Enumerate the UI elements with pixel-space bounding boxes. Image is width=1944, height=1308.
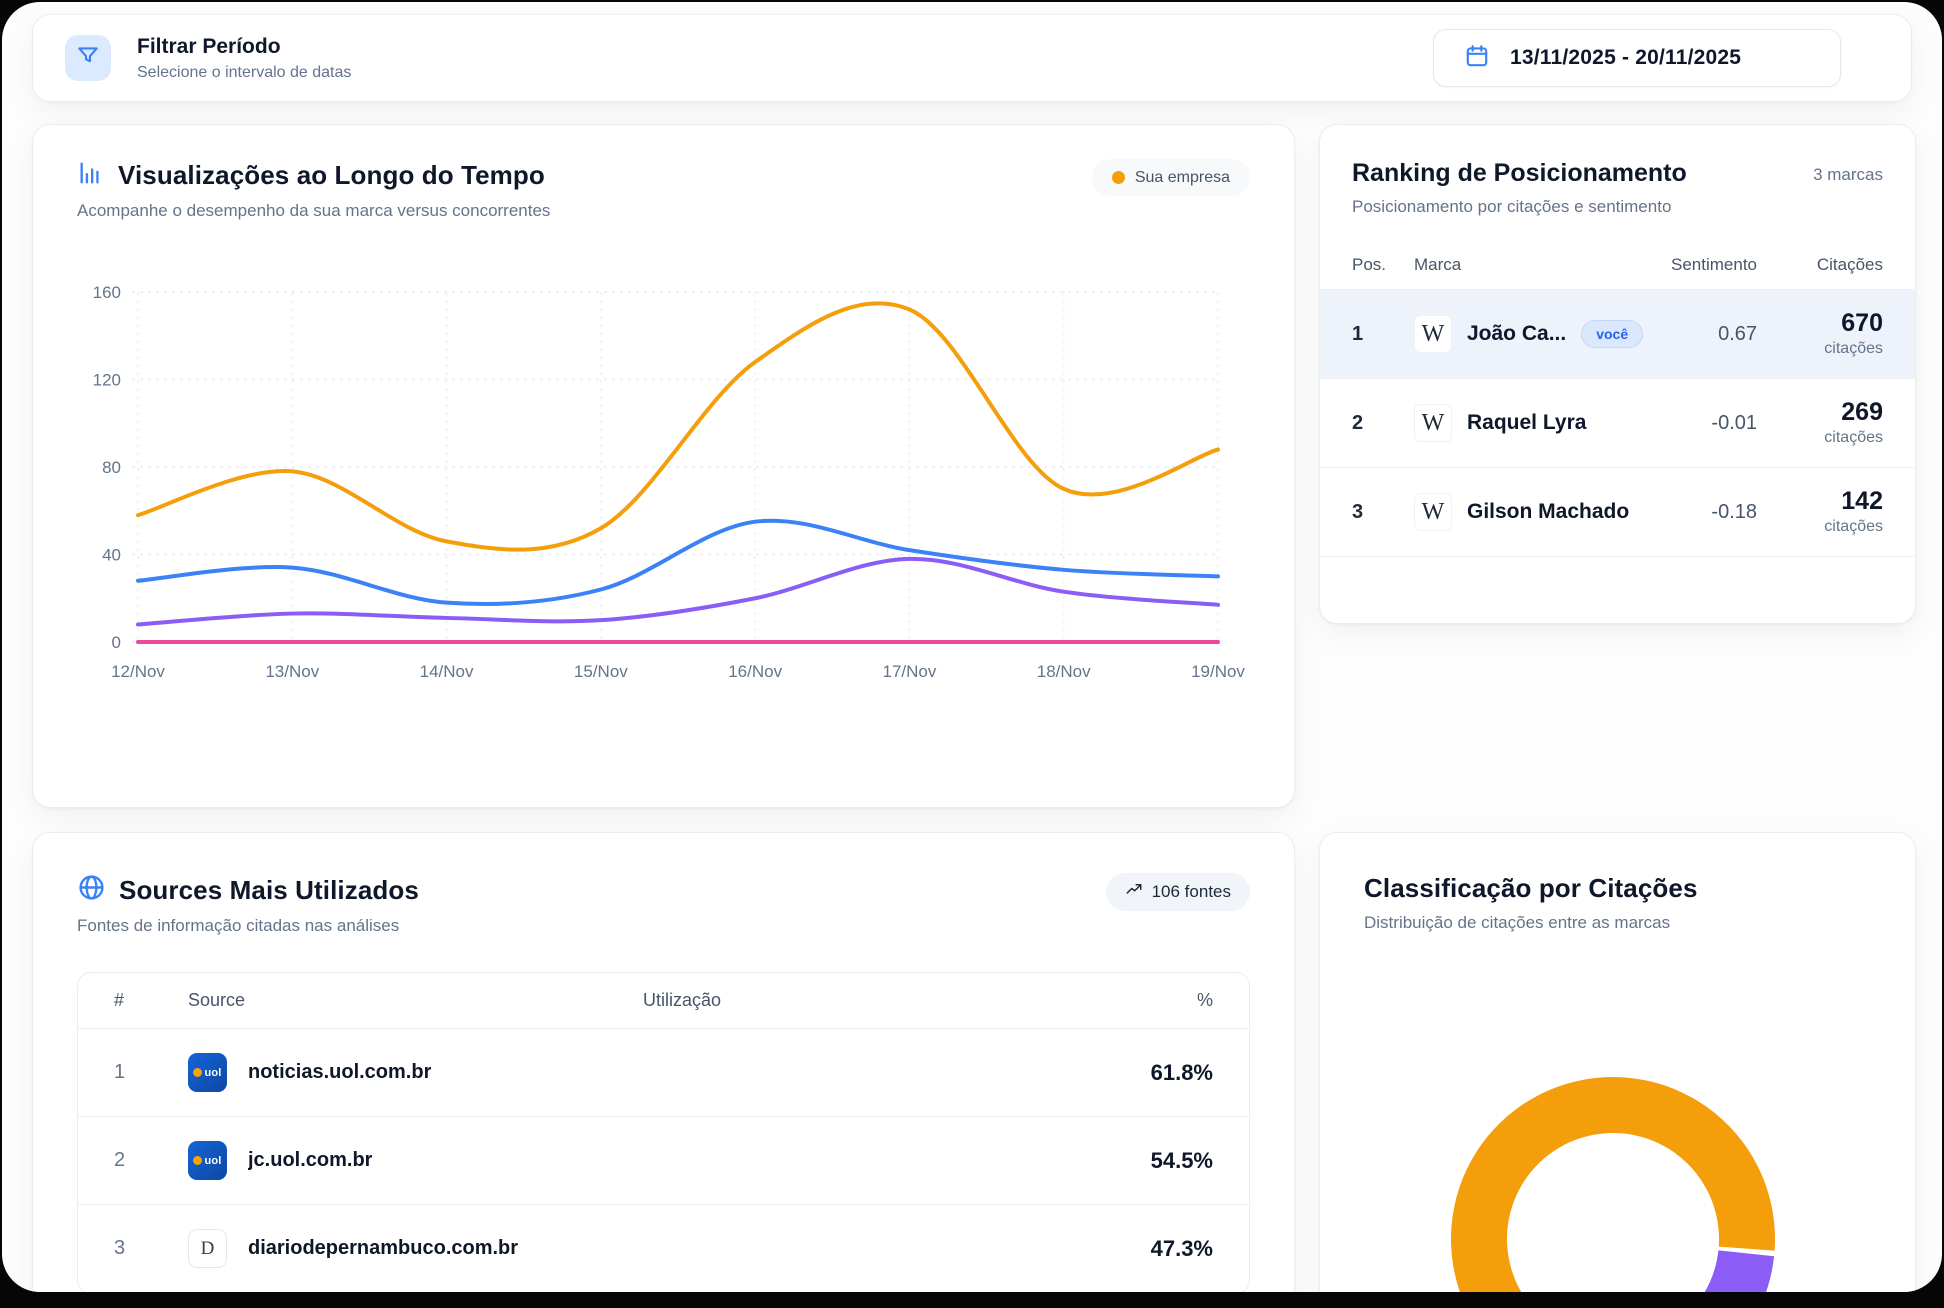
- col-pos: Pos.: [1352, 255, 1387, 274]
- views-chart-title: Visualizações ao Longo do Tempo: [118, 160, 545, 190]
- citations-value: 142: [1841, 487, 1883, 516]
- svg-text:13/Nov: 13/Nov: [265, 662, 319, 681]
- col-pct: %: [1196, 990, 1213, 1010]
- source-favicon: uol: [188, 1053, 227, 1092]
- source-percent: 47.3%: [1150, 1235, 1213, 1261]
- svg-text:12/Nov: 12/Nov: [111, 662, 165, 681]
- legend-sua-empresa[interactable]: Sua empresa: [1091, 159, 1250, 196]
- globe-icon: [77, 873, 106, 907]
- svg-text:15/Nov: 15/Nov: [574, 662, 628, 681]
- ranking-subtitle: Posicionamento por citações e sentimento: [1352, 197, 1672, 216]
- sources-title: Sources Mais Utilizados: [119, 874, 419, 905]
- citations-value: 269: [1841, 398, 1883, 427]
- brand-name: João Ca...: [1467, 322, 1567, 345]
- ranking-card: Ranking de Posicionamento 3 marcas Posic…: [1319, 124, 1916, 624]
- sources-count-badge: 106 fontes: [1105, 873, 1250, 911]
- ranking-column-headers: Pos. Marca Sentimento Citações: [1320, 255, 1915, 290]
- svg-text:40: 40: [102, 546, 121, 565]
- filter-period-bar: Filtrar Período Selecione o intervalo de…: [32, 14, 1912, 102]
- brand-name: Raquel Lyra: [1467, 411, 1587, 434]
- source-name: noticias.uol.com.br: [248, 1061, 432, 1083]
- rank-position: 2: [1352, 411, 1364, 434]
- svg-text:17/Nov: 17/Nov: [882, 662, 936, 681]
- date-range-value: 13/11/2025 - 20/11/2025: [1510, 46, 1742, 69]
- ranking-row[interactable]: 3 W Gilson Machado -0.18 142 citações: [1320, 468, 1915, 557]
- col-brand: Marca: [1414, 255, 1462, 274]
- sentiment-value: -0.01: [1711, 411, 1757, 434]
- filter-texts: Filtrar Período Selecione o intervalo de…: [137, 35, 351, 82]
- source-row[interactable]: 3 D diariodepernambuco.com.br 47.3%: [78, 1205, 1249, 1292]
- sources-card: Sources Mais Utilizados Fontes de inform…: [32, 832, 1295, 1292]
- donut-segment: [1451, 1077, 1775, 1292]
- citations-label: citações: [1824, 429, 1883, 447]
- source-favicon: D: [188, 1229, 227, 1268]
- legend-dot: [1111, 171, 1125, 184]
- source-row[interactable]: 1 uol noticias.uol.com.br 61.8%: [78, 1029, 1249, 1117]
- svg-text:14/Nov: 14/Nov: [420, 662, 474, 681]
- sources-count-label: 106 fontes: [1151, 882, 1231, 901]
- svg-text:19/Nov: 19/Nov: [1191, 662, 1245, 681]
- ranking-row[interactable]: 2 W Raquel Lyra -0.01 269 citações: [1320, 379, 1915, 468]
- classification-subtitle: Distribuição de citações entre as marcas: [1364, 913, 1671, 932]
- line-chart-plot: 0 40 80 120 160 12/Nov 13/Nov 14/Nov 15/Nov 16/No…: [77, 277, 1250, 692]
- citations-label: citações: [1824, 518, 1883, 536]
- source-name: diariodepernambuco.com.br: [248, 1237, 519, 1259]
- filter-icon-tile: [65, 35, 111, 81]
- citations-value: 670: [1841, 309, 1883, 338]
- date-range-picker[interactable]: 13/11/2025 - 20/11/2025: [1433, 29, 1841, 87]
- col-source: Source: [188, 990, 246, 1010]
- calendar-icon: [1464, 43, 1490, 74]
- ranking-title: Ranking de Posicionamento: [1352, 159, 1687, 187]
- legend-label: Sua empresa: [1134, 168, 1230, 186]
- sources-subtitle: Fontes de informação citadas nas análise…: [77, 916, 400, 935]
- classification-card: Classificação por Citações Distribuição …: [1319, 832, 1916, 1292]
- classification-title: Classificação por Citações: [1364, 873, 1698, 903]
- svg-text:16/Nov: 16/Nov: [728, 662, 782, 681]
- source-rows: 1 uol noticias.uol.com.br 61.8% 2 uol jc…: [78, 1029, 1249, 1292]
- rank-position: 3: [1352, 500, 1364, 523]
- wikipedia-w-icon: W: [1414, 404, 1452, 442]
- source-rank: 2: [114, 1149, 126, 1171]
- svg-text:18/Nov: 18/Nov: [1037, 662, 1091, 681]
- filter-title: Filtrar Período: [137, 34, 281, 58]
- svg-text:120: 120: [93, 371, 121, 390]
- views-over-time-card: Visualizações ao Longo do Tempo Acompanh…: [32, 124, 1295, 808]
- source-rank: 3: [114, 1237, 126, 1259]
- source-favicon: uol: [188, 1141, 227, 1180]
- ranking-count-badge: 3 marcas: [1813, 165, 1883, 184]
- source-percent: 61.8%: [1150, 1059, 1213, 1085]
- you-badge: você: [1581, 320, 1644, 348]
- brand-name: Gilson Machado: [1467, 500, 1630, 523]
- source-name: jc.uol.com.br: [248, 1149, 373, 1171]
- source-row[interactable]: 2 uol jc.uol.com.br 54.5%: [78, 1117, 1249, 1205]
- wikipedia-w-icon: W: [1414, 493, 1452, 531]
- filter-subtitle: Selecione o intervalo de datas: [137, 63, 352, 81]
- sources-column-headers: # Source Utilização %: [78, 973, 1249, 1029]
- citations-label: citações: [1824, 340, 1883, 358]
- ranking-rows: 1 W João Ca... você 0.67 670 citações 2 …: [1320, 290, 1915, 557]
- ranking-row[interactable]: 1 W João Ca... você 0.67 670 citações: [1320, 290, 1915, 379]
- views-chart-subtitle: Acompanhe o desempenho da sua marca vers…: [77, 201, 551, 220]
- rank-position: 1: [1352, 322, 1364, 345]
- svg-text:0: 0: [112, 633, 121, 652]
- sentiment-value: -0.18: [1711, 500, 1757, 523]
- source-rank: 1: [114, 1061, 126, 1083]
- trending-up-icon: [1125, 881, 1143, 904]
- sentiment-value: 0.67: [1718, 322, 1757, 345]
- col-citations: Citações: [1816, 255, 1883, 274]
- sources-table: # Source Utilização % 1 uol noticias.uol…: [77, 972, 1250, 1292]
- bar-chart-icon: [77, 159, 105, 192]
- donut-segment: [1704, 1250, 1775, 1292]
- source-percent: 54.5%: [1150, 1147, 1213, 1173]
- col-num: #: [114, 990, 125, 1010]
- col-usage: Utilização: [643, 990, 722, 1010]
- svg-text:160: 160: [93, 283, 121, 302]
- col-sentiment: Sentimento: [1671, 255, 1757, 274]
- funnel-icon: [75, 43, 101, 74]
- svg-text:80: 80: [102, 458, 121, 477]
- wikipedia-w-icon: W: [1414, 315, 1452, 353]
